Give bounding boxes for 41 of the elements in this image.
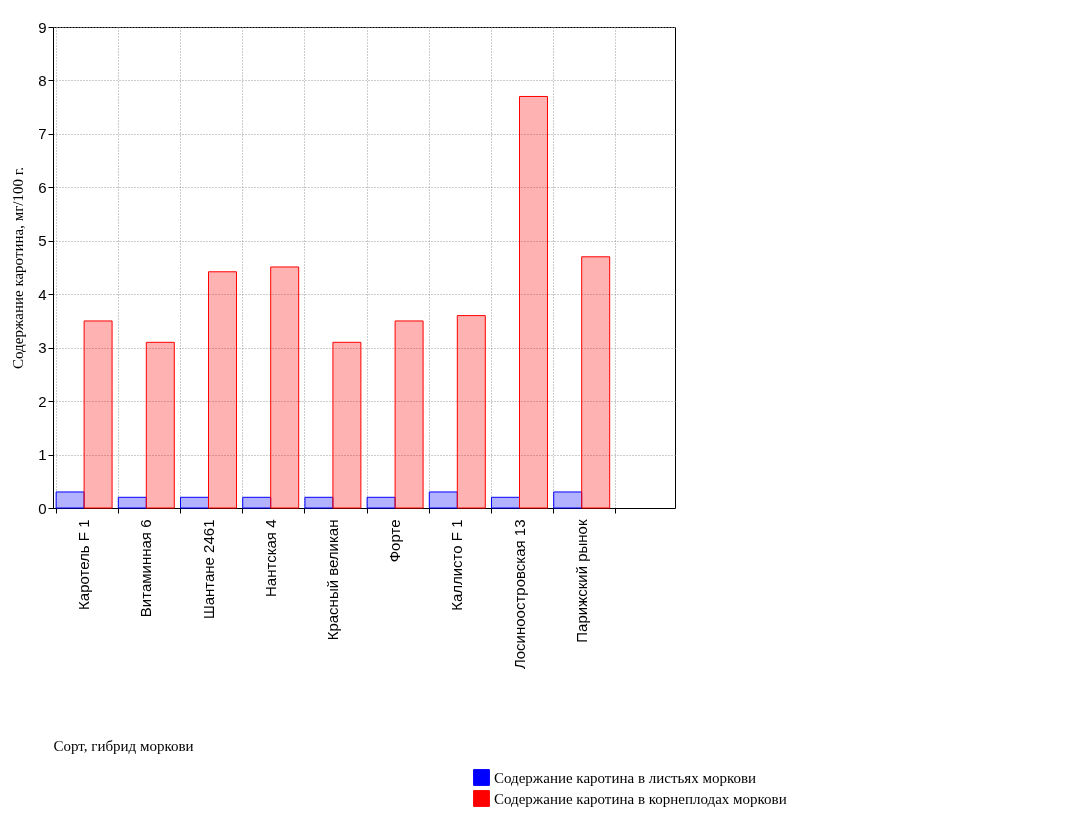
bar bbox=[304, 496, 334, 509]
bar bbox=[456, 315, 486, 509]
x-tick-label: Парижский рынок bbox=[572, 519, 590, 643]
x-tick-label: Красный великан bbox=[323, 519, 341, 641]
x-tick-label: Каротель F 1 bbox=[75, 519, 93, 610]
legend-label: Содержание каротина в листьях моркови bbox=[494, 769, 757, 786]
y-tick-label: 1 bbox=[38, 446, 47, 464]
bar bbox=[242, 496, 272, 509]
y-axis-title: Содержание каротина, мг/100 г. bbox=[10, 167, 27, 369]
bar bbox=[519, 95, 548, 509]
y-tick-label: 0 bbox=[38, 499, 47, 517]
legend-label: Содержание каротина в корнеплодах моркови bbox=[494, 790, 787, 807]
y-tick-label: 8 bbox=[38, 71, 47, 89]
bar bbox=[394, 320, 424, 509]
bar bbox=[491, 496, 520, 509]
x-tick-label: Лосиноостровская 13 bbox=[510, 519, 528, 670]
x-tick-label: Витаминная 6 bbox=[137, 519, 155, 618]
x-tick-label: Форте bbox=[386, 519, 404, 563]
y-tick-label: 2 bbox=[38, 392, 47, 410]
bar bbox=[553, 491, 583, 509]
bar bbox=[208, 271, 237, 509]
x-tick-label: Каллисто F 1 bbox=[448, 519, 466, 611]
y-tick-label: 6 bbox=[38, 178, 47, 196]
y-tick-label: 7 bbox=[38, 125, 47, 143]
x-axis-title: Сорт, гибрид моркови bbox=[53, 738, 194, 755]
bar bbox=[581, 256, 611, 509]
bar bbox=[332, 341, 362, 509]
bar bbox=[117, 496, 147, 509]
bar bbox=[180, 496, 209, 509]
bar bbox=[366, 496, 396, 509]
bar bbox=[270, 266, 300, 509]
bar bbox=[55, 491, 85, 509]
y-tick-label: 4 bbox=[38, 285, 47, 303]
y-tick-label: 9 bbox=[38, 18, 47, 36]
y-tick-label: 5 bbox=[38, 232, 47, 250]
y-tick-label: 3 bbox=[38, 339, 47, 357]
bar bbox=[428, 491, 458, 509]
x-tick-label: Нантская 4 bbox=[261, 519, 279, 598]
x-tick-label: Шантане 2461 bbox=[199, 519, 217, 620]
bar bbox=[83, 320, 113, 509]
bar bbox=[145, 341, 175, 509]
